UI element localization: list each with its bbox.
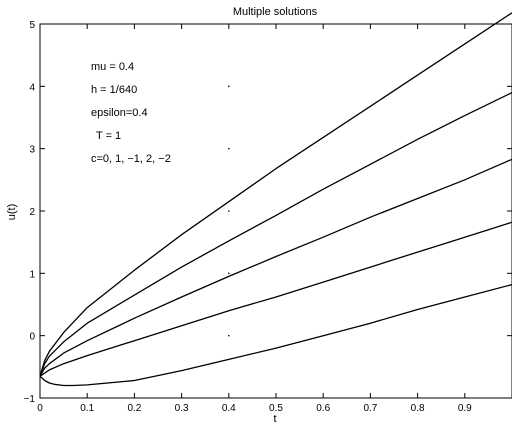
- annotation-epsilon: epsilon=0.4: [91, 107, 148, 119]
- y-tick-label: 3: [29, 145, 35, 156]
- x-tick-label: 0: [37, 403, 43, 414]
- chart-title: Multiple solutions: [233, 6, 318, 18]
- data-point: [228, 272, 230, 275]
- series-group: [39, 12, 512, 387]
- x-tick-label: 0.9: [458, 403, 472, 414]
- y-tick-label: 0: [29, 332, 35, 343]
- x-tick-label: 0.7: [363, 403, 377, 414]
- x-tick-label: 0.6: [316, 403, 330, 414]
- y-axis-label: u(t): [6, 204, 18, 221]
- y-tick-label: 4: [29, 82, 35, 93]
- y-tick-label: 1: [29, 269, 35, 280]
- annotation-T: T = 1: [96, 130, 121, 142]
- data-point: [228, 147, 230, 150]
- y-tick-label: 2: [29, 207, 35, 218]
- x-tick-label: 0.3: [175, 403, 189, 414]
- x-axis-label: t: [273, 413, 276, 425]
- series-line: [39, 221, 512, 377]
- series-line: [39, 283, 512, 387]
- x-tick-label: 0.1: [80, 403, 94, 414]
- annotation-c: c=0, 1, −1, 2, −2: [91, 153, 171, 165]
- series-line: [39, 12, 512, 377]
- y-tick-label: −1: [24, 394, 36, 405]
- parameter-annotations: mu = 0.4 h = 1/640 epsilon=0.4 T = 1 c=0…: [91, 61, 171, 165]
- plot-area: [39, 23, 512, 399]
- y-tick-label: 5: [29, 20, 35, 31]
- marker-points: [228, 85, 230, 337]
- x-tick-label: 0.5: [269, 403, 283, 414]
- x-tick-label: 0.8: [411, 403, 425, 414]
- annotation-mu: mu = 0.4: [91, 61, 134, 73]
- series-line: [39, 158, 512, 377]
- y-axis-ticks: −1 0 1 2 3 4 5: [24, 20, 512, 405]
- annotation-h: h = 1/640: [91, 84, 137, 96]
- series-line: [39, 92, 512, 377]
- data-point: [228, 85, 230, 88]
- data-point: [228, 334, 230, 337]
- x-tick-label: 0.4: [222, 403, 236, 414]
- x-tick-label: 0.2: [127, 403, 141, 414]
- x-axis-ticks: 0 0.1 0.2 0.3 0.4 0.5 0.6 0.7 0.8 0.9: [37, 24, 472, 414]
- data-point: [228, 210, 230, 212]
